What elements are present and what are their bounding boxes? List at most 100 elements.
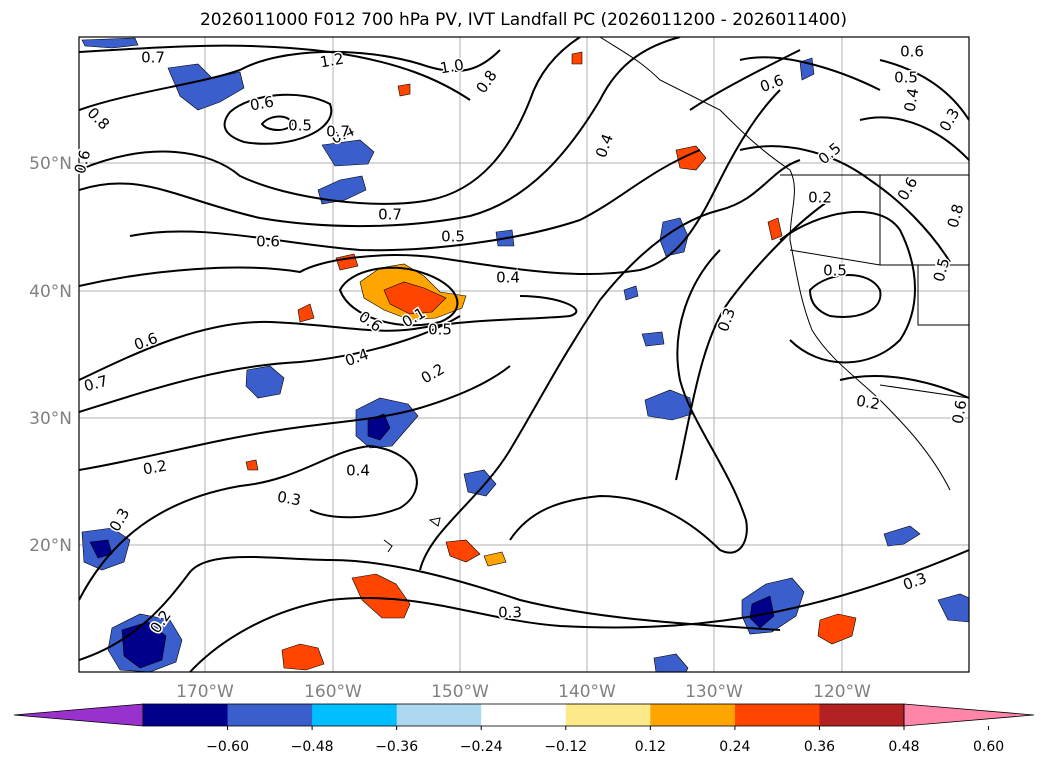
colorbar-segment <box>227 704 313 726</box>
lon-label-130w: 130°W <box>685 682 743 702</box>
neg-blob <box>321 139 375 167</box>
contour-line <box>189 549 969 672</box>
pos-blob <box>245 459 259 471</box>
contour-line <box>879 59 969 121</box>
colorbar-tick-label: −0.60 <box>206 739 249 755</box>
contour-line <box>675 199 831 481</box>
pos-blob <box>483 551 507 567</box>
state-border <box>917 265 969 326</box>
pos-blob <box>281 643 325 671</box>
contour-label: 0.4 <box>346 462 370 480</box>
colorbar-segment <box>734 704 820 726</box>
state-border <box>789 249 881 266</box>
lon-label-140w: 140°W <box>558 682 616 702</box>
lat-label-40n: 40°N <box>29 282 72 302</box>
contour-label: 0.5 <box>288 117 312 135</box>
neg-core <box>121 621 167 669</box>
contour-line <box>419 159 801 571</box>
hawaii-islands <box>383 539 393 553</box>
hawaii-islands <box>428 517 441 527</box>
gridlines <box>79 37 969 672</box>
pos-blob <box>445 539 481 563</box>
colorbar-tick-label: 0.24 <box>719 739 750 755</box>
colorbar-tick-label: −0.12 <box>544 739 587 755</box>
contour-label: 0.7 <box>326 123 350 141</box>
contour-line <box>839 375 969 399</box>
colorbar-tick-label: −0.48 <box>291 739 334 755</box>
map-panel <box>79 37 969 672</box>
contour-line <box>689 49 801 111</box>
neg-blob <box>245 365 285 399</box>
colorbar-segment <box>565 704 651 726</box>
contour-label: 0.3 <box>498 604 522 622</box>
contour-label: 0.5 <box>823 262 847 280</box>
neg-blob <box>937 593 969 623</box>
contour-label: 0.5 <box>428 321 452 339</box>
pv-contours <box>79 37 969 672</box>
lat-label-20n: 20°N <box>29 536 72 556</box>
contour-line <box>260 115 294 131</box>
lon-label-120w: 120°W <box>813 682 871 702</box>
colorbar-segment <box>312 704 398 726</box>
neg-blob <box>644 389 693 421</box>
filled-anomalies <box>81 37 969 672</box>
contour-line <box>79 365 511 471</box>
colorbar-tick-label: −0.24 <box>460 739 503 755</box>
colorbar-tick-label: 0.12 <box>635 739 666 755</box>
colorbar-segment <box>481 704 567 726</box>
colorbar-tick-label: −0.36 <box>375 739 418 755</box>
contour-line <box>79 89 781 287</box>
neg-blob <box>883 525 921 547</box>
contour-label: 0.5 <box>894 69 918 87</box>
contour-label: 0.5 <box>441 228 465 246</box>
neg-core <box>89 539 113 559</box>
contour-label: 1.0 <box>439 56 466 78</box>
contour-label: 1.2 <box>319 50 346 72</box>
contour-line <box>79 37 681 228</box>
lat-labels: 50°N 40°N 30°N 20°N <box>29 154 72 556</box>
contour-line <box>79 444 418 601</box>
contour-line <box>808 274 882 318</box>
colorbar-extend-max <box>903 703 1035 727</box>
coastline-north-america <box>599 37 951 491</box>
contour-line <box>779 210 916 364</box>
pos-blob <box>675 145 707 171</box>
contour-label: 0.6 <box>256 233 280 251</box>
map-title: 2026011000 F012 700 hPa PV, IVT Landfall… <box>199 10 847 30</box>
colorbar-segment <box>396 704 482 726</box>
pos-blob <box>297 303 315 323</box>
pos-blob <box>351 573 411 619</box>
colorbar-tick-label: 0.48 <box>888 739 919 755</box>
border-us-mexico <box>879 384 969 399</box>
contour-line <box>79 295 578 381</box>
contour-line <box>739 56 881 91</box>
lon-label-170w: 170°W <box>176 682 234 702</box>
colorbar-tick-label: 0.36 <box>804 739 835 755</box>
neg-blob <box>623 285 639 301</box>
contour-label: 0.4 <box>496 269 520 287</box>
pos-blob <box>817 613 857 645</box>
coastlines <box>383 37 969 553</box>
contour-line <box>79 44 471 101</box>
contour-label: 0.2 <box>808 189 832 207</box>
contour-label: 0.2 <box>142 457 169 479</box>
contour-line <box>509 249 748 554</box>
contour-line <box>129 149 701 252</box>
pos-blob <box>571 51 583 65</box>
contour-label: 0.6 <box>949 399 971 426</box>
contour-label: 0.2 <box>855 392 882 414</box>
map-frame <box>78 36 970 673</box>
colorbar-segment <box>143 704 229 726</box>
lon-labels: 170°W 160°W 150°W 140°W 130°W 120°W <box>176 682 871 702</box>
colorbar: −0.60 −0.48 −0.36 −0.24 −0.12 0.12 0.24 0.36 0.4… <box>13 703 1035 755</box>
contour-label: 0.6 <box>900 43 924 61</box>
neg-blob <box>653 653 689 672</box>
contour-line <box>739 145 951 263</box>
neg-blob <box>317 175 367 205</box>
contour-line <box>338 266 459 327</box>
contour-line <box>223 93 333 145</box>
colorbar-outline <box>142 703 905 727</box>
colorbar-segment <box>650 704 736 726</box>
neg-core <box>367 413 391 441</box>
lon-label-150w: 150°W <box>431 682 489 702</box>
